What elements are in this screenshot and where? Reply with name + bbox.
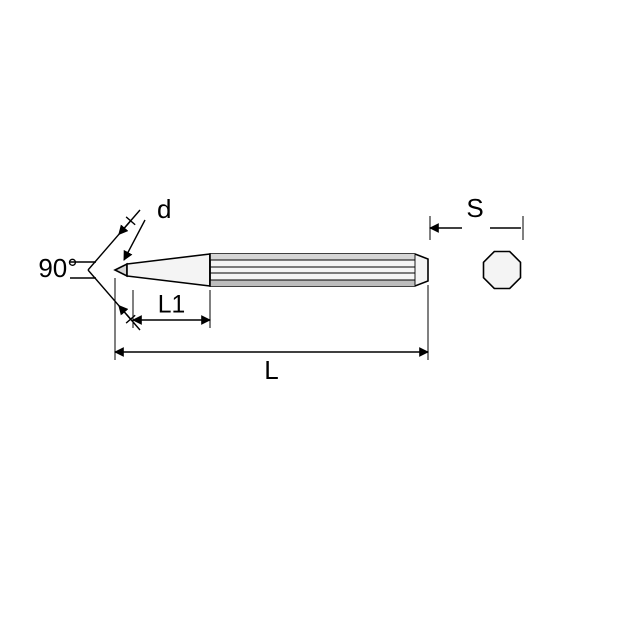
punch-tip — [115, 264, 127, 276]
angle-guide-lower — [88, 270, 140, 330]
cross-section-octagon — [484, 252, 521, 289]
angle-lower-arrow — [119, 306, 131, 320]
label-l: L — [264, 355, 278, 385]
shaft-top-facet — [210, 254, 415, 260]
punch-taper — [127, 254, 210, 286]
label-angle: 90° — [38, 253, 77, 283]
technical-diagram: 90° d L1 L S — [0, 0, 620, 620]
angle-upper-arrow — [119, 221, 131, 235]
label-s: S — [466, 193, 483, 223]
angle-guide-upper — [88, 210, 140, 270]
d-leader — [124, 220, 145, 260]
shaft-bottom-facet — [210, 280, 415, 286]
label-d: d — [157, 194, 171, 224]
label-l1: L1 — [158, 292, 185, 319]
